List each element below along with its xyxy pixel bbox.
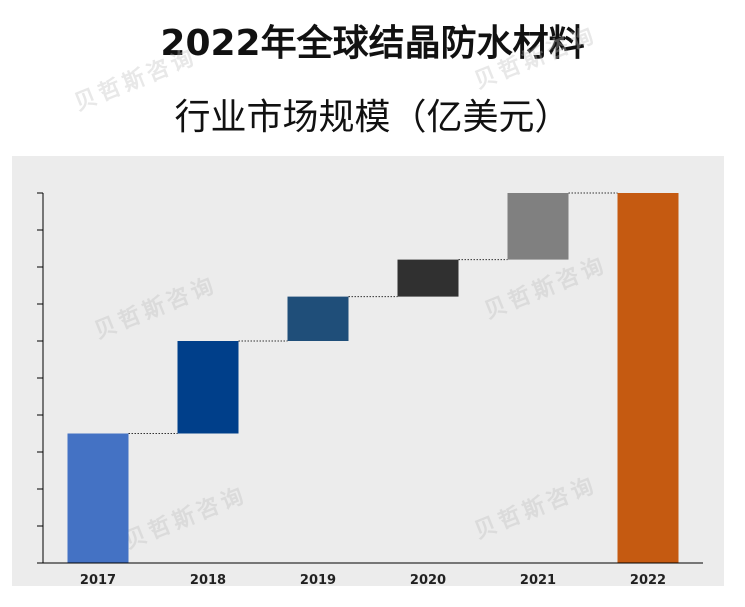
x-tick-label: 2022 — [630, 573, 666, 588]
x-tick-label: 2020 — [410, 573, 446, 588]
x-tick-label: 2018 — [190, 573, 226, 588]
bar-2020 — [397, 259, 459, 297]
bar-2019 — [287, 296, 349, 341]
bar-2017 — [67, 433, 129, 563]
chart-title-line1: 2022年全球结晶防水材料 — [160, 23, 585, 64]
bar-2022 — [617, 193, 679, 563]
x-tick-label: 2021 — [520, 573, 556, 588]
bar-2018 — [177, 341, 239, 434]
x-tick-label: 2019 — [300, 573, 336, 588]
x-tick-label: 2017 — [80, 573, 116, 588]
chart-title-line2: 行业市场规模（亿美元） — [174, 97, 571, 138]
plot-background — [12, 156, 724, 586]
bar-2021 — [507, 193, 569, 260]
